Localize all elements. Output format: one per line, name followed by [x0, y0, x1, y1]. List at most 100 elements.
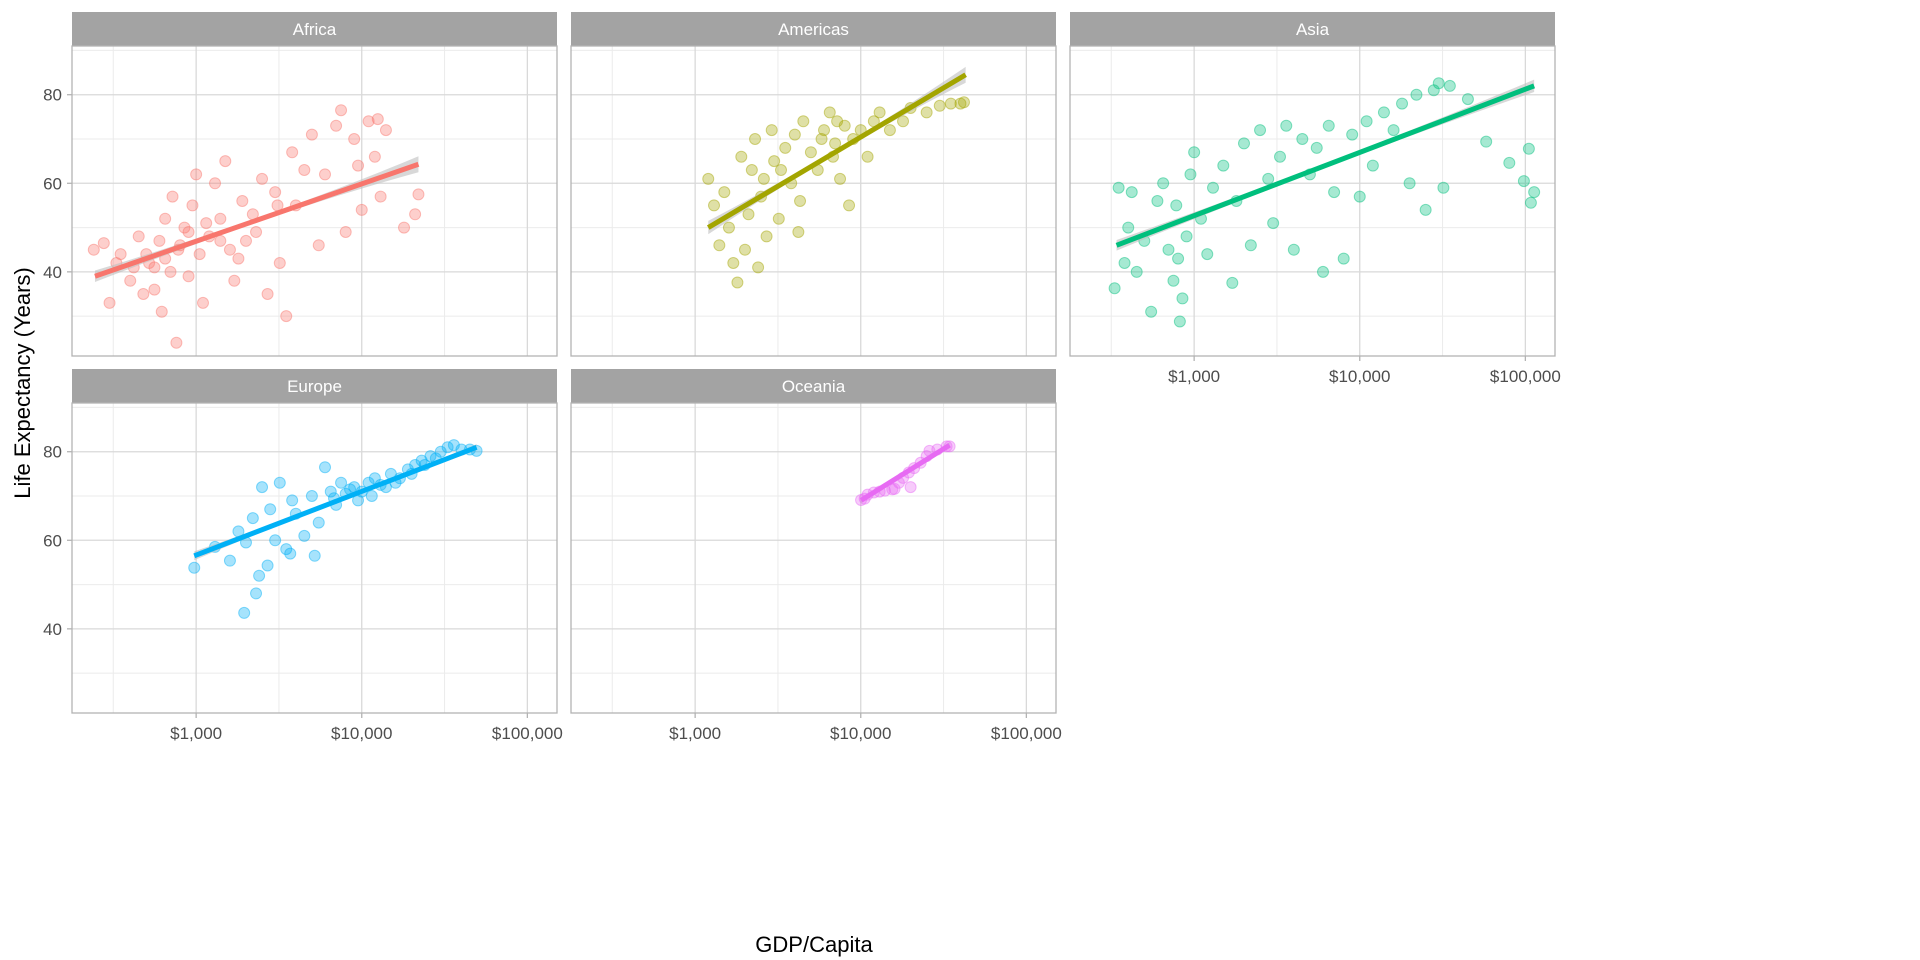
panel-border — [570, 45, 1057, 357]
data-point — [804, 146, 817, 159]
data-point — [772, 212, 785, 225]
panel-background — [72, 403, 557, 713]
data-point — [1226, 276, 1239, 289]
data-point — [379, 124, 392, 137]
data-point — [284, 547, 297, 560]
facet-strip — [72, 12, 557, 46]
data-point — [792, 226, 805, 238]
data-point — [1167, 274, 1180, 287]
data-point — [944, 97, 957, 110]
data-point — [214, 234, 227, 247]
data-point — [261, 559, 274, 572]
data-point — [193, 248, 206, 261]
x-tick-label: $1,000 — [1168, 367, 1220, 386]
data-point — [256, 481, 269, 494]
data-point — [752, 261, 765, 274]
data-point — [236, 195, 249, 207]
data-point — [749, 133, 762, 145]
data-point — [1296, 133, 1309, 145]
facet-strip — [72, 369, 557, 403]
x-tick-label: $1,000 — [170, 724, 222, 743]
data-point — [132, 230, 145, 243]
facet-europe: Europe 40 60 80 $1,000 $10,000 $100,000 — [43, 369, 563, 743]
data-point — [280, 543, 293, 556]
data-point — [1322, 119, 1335, 132]
regression-line — [706, 72, 967, 230]
regression-line — [94, 161, 420, 279]
data-point — [362, 115, 375, 128]
data-point — [1108, 282, 1121, 295]
data-point — [954, 97, 967, 110]
regression-line — [193, 444, 478, 559]
data-point — [298, 164, 311, 176]
data-point — [757, 172, 770, 185]
facet-strip-label: Europe — [287, 377, 342, 396]
data-point — [238, 606, 251, 619]
data-point — [920, 106, 933, 119]
data-point — [1396, 97, 1409, 110]
data-point — [831, 115, 844, 128]
panel-border — [1069, 45, 1556, 357]
data-point — [103, 296, 116, 309]
data-point — [264, 503, 277, 516]
y-axis-title: Life Expectancy (Years) — [10, 267, 35, 499]
data-point — [409, 208, 422, 221]
data-point — [1201, 248, 1214, 261]
data-point — [319, 461, 332, 474]
data-point — [153, 234, 166, 247]
data-point — [365, 490, 378, 502]
data-point — [904, 481, 917, 494]
data-point — [1432, 77, 1445, 90]
data-point — [182, 270, 195, 283]
data-point — [727, 257, 740, 269]
data-point — [190, 168, 203, 181]
data-point — [246, 512, 259, 525]
data-point — [1244, 239, 1257, 252]
data-point — [1403, 177, 1416, 190]
data-point — [933, 99, 946, 112]
data-point — [232, 252, 245, 265]
data-point — [738, 243, 751, 256]
panel-border — [71, 45, 558, 357]
data-point — [883, 124, 896, 137]
x-tick-label: $1,000 — [669, 724, 721, 743]
data-point — [1254, 124, 1267, 137]
facet-americas: Americas — [570, 12, 1057, 357]
data-point — [745, 164, 758, 176]
data-point — [250, 226, 263, 238]
data-point — [368, 150, 381, 163]
data-point — [1328, 186, 1341, 199]
data-point — [702, 172, 715, 185]
data-point — [412, 188, 425, 201]
x-tick-label: $10,000 — [830, 724, 891, 743]
data-point — [843, 199, 856, 212]
data-point — [760, 230, 773, 243]
data-point — [1122, 221, 1135, 234]
data-point — [779, 141, 792, 154]
data-point — [335, 104, 348, 117]
facet-africa: Africa 40 60 80 — [43, 12, 558, 357]
data-point — [1207, 181, 1220, 194]
data-point — [348, 133, 361, 145]
data-point — [1461, 93, 1474, 106]
data-point — [1528, 186, 1541, 199]
data-point — [182, 226, 195, 238]
data-point — [861, 150, 874, 163]
data-point — [312, 239, 325, 252]
facet-strip — [571, 12, 1056, 46]
data-point — [1317, 265, 1330, 278]
data-point — [765, 124, 778, 137]
data-point — [731, 276, 744, 289]
data-point — [261, 288, 274, 300]
facet-strip-label: Africa — [293, 20, 337, 39]
data-point — [1287, 243, 1300, 256]
data-point — [286, 146, 299, 159]
data-point — [1503, 156, 1516, 169]
data-point — [286, 494, 299, 507]
data-point — [308, 549, 321, 562]
data-point — [214, 212, 227, 225]
y-tick-label: 60 — [43, 531, 62, 550]
data-point — [1274, 150, 1287, 163]
facet-strip-label: Oceania — [782, 377, 846, 396]
data-point — [148, 261, 161, 274]
